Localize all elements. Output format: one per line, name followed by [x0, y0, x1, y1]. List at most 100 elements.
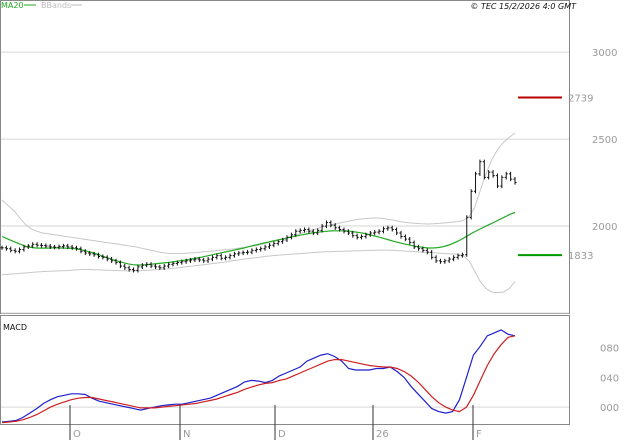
- price-bar: [504, 171, 508, 180]
- x-tick-label: O: [73, 429, 81, 440]
- price-bar: [509, 171, 513, 182]
- price-bar: [408, 237, 412, 245]
- price-bar: [403, 234, 407, 242]
- price-bar: [311, 229, 315, 236]
- price-bar: [193, 257, 197, 263]
- price-bar: [83, 249, 87, 256]
- x-tick-label: 26: [376, 429, 389, 440]
- price-bar: [320, 223, 324, 233]
- price-bar: [364, 232, 368, 239]
- price-bar: [272, 241, 276, 248]
- price-bar: [31, 242, 35, 249]
- price-bar: [210, 255, 215, 262]
- price-bar: [263, 244, 267, 251]
- price-bar: [237, 250, 241, 256]
- price-bar: [487, 170, 491, 180]
- price-bar: [390, 225, 394, 232]
- price-bar: [469, 189, 473, 220]
- price-bar: [443, 258, 447, 264]
- price-bar: [105, 255, 109, 262]
- price-bar: [66, 243, 70, 250]
- price-bar: [145, 262, 149, 268]
- macd-series: [1, 329, 516, 424]
- price-bar: [162, 263, 166, 270]
- legend-ma20-label: MA20: [1, 1, 24, 10]
- bollinger-upper-band: [1, 132, 516, 254]
- legend-bbands-label: BBands: [41, 1, 71, 10]
- price-bar: [22, 244, 26, 252]
- bollinger-lower-line: [1, 249, 516, 294]
- price-bar: [298, 228, 302, 234]
- price-bar: [140, 263, 144, 270]
- ma20-series: [1, 211, 516, 266]
- level-markers: 2739 1833: [518, 94, 593, 262]
- x-tick-label: D: [278, 429, 286, 440]
- price-bar: [57, 244, 61, 250]
- price-bar: [215, 253, 219, 260]
- price-bar: [434, 255, 438, 263]
- macd-panel-title: MACD: [3, 323, 27, 332]
- x-tick-label: F: [476, 429, 482, 440]
- price-bar: [245, 250, 250, 255]
- price-bar: [44, 243, 48, 249]
- price-bar: [70, 244, 74, 250]
- price-bar: [267, 243, 272, 250]
- price-bar: [302, 227, 307, 233]
- price-bar: [438, 258, 443, 264]
- price-bar: [294, 229, 298, 237]
- ma20-line: [1, 211, 516, 266]
- price-bar: [329, 220, 333, 228]
- price-bar: [465, 215, 469, 257]
- price-y-axis: 3000 2500 2000: [592, 48, 617, 233]
- price-bar: [101, 254, 105, 260]
- price-bar: [338, 225, 342, 232]
- price-bar: [447, 257, 451, 263]
- price-bar: [202, 257, 206, 263]
- macd-series-line-macd: [1, 329, 516, 423]
- price-bar: [88, 250, 92, 256]
- price-bar: [421, 246, 425, 253]
- price-bar: [324, 220, 329, 229]
- price-bar: [495, 173, 500, 189]
- price-bar: [35, 242, 39, 248]
- price-bar: [377, 229, 381, 235]
- price-bar: [110, 257, 114, 263]
- price-bar: [61, 243, 65, 249]
- price-y-tick-label: 2000: [592, 222, 617, 233]
- price-bar: [48, 243, 52, 250]
- price-bar: [513, 177, 517, 185]
- price-bar: [118, 260, 122, 269]
- x-tick-label: N: [183, 429, 190, 440]
- price-bar: [26, 243, 30, 250]
- price-bar: [171, 261, 175, 267]
- price-bar: [482, 159, 486, 180]
- price-bar: [175, 260, 179, 266]
- bollinger-lower-band: [1, 249, 516, 294]
- price-bar: [79, 246, 83, 254]
- price-bar: [158, 264, 162, 270]
- price-bar: [114, 258, 118, 265]
- price-bar: [149, 262, 153, 269]
- level-marker-label: 1833: [568, 251, 593, 262]
- price-bar: [127, 265, 131, 272]
- price-bar: [460, 252, 464, 258]
- price-bar: [500, 175, 504, 189]
- price-bars: [0, 159, 517, 273]
- copyright-text: © TEC 15/2/2026 4:0 GMT: [470, 2, 577, 11]
- price-bar: [232, 251, 236, 258]
- price-bar: [250, 248, 254, 255]
- price-bar: [386, 225, 390, 231]
- price-bar: [416, 244, 421, 251]
- bollinger-upper-line: [1, 132, 516, 254]
- price-legend: MA20 BBands: [1, 1, 82, 10]
- price-bar: [452, 255, 456, 262]
- price-bar: [180, 259, 184, 265]
- price-gridlines: [1, 51, 569, 314]
- price-bar: [197, 257, 201, 263]
- price-bar: [351, 230, 355, 238]
- price-bar: [281, 237, 285, 244]
- price-bar: [74, 245, 79, 251]
- price-bar: [333, 223, 337, 230]
- price-bar: [228, 253, 232, 260]
- macd-y-tick-label: 080: [600, 344, 619, 355]
